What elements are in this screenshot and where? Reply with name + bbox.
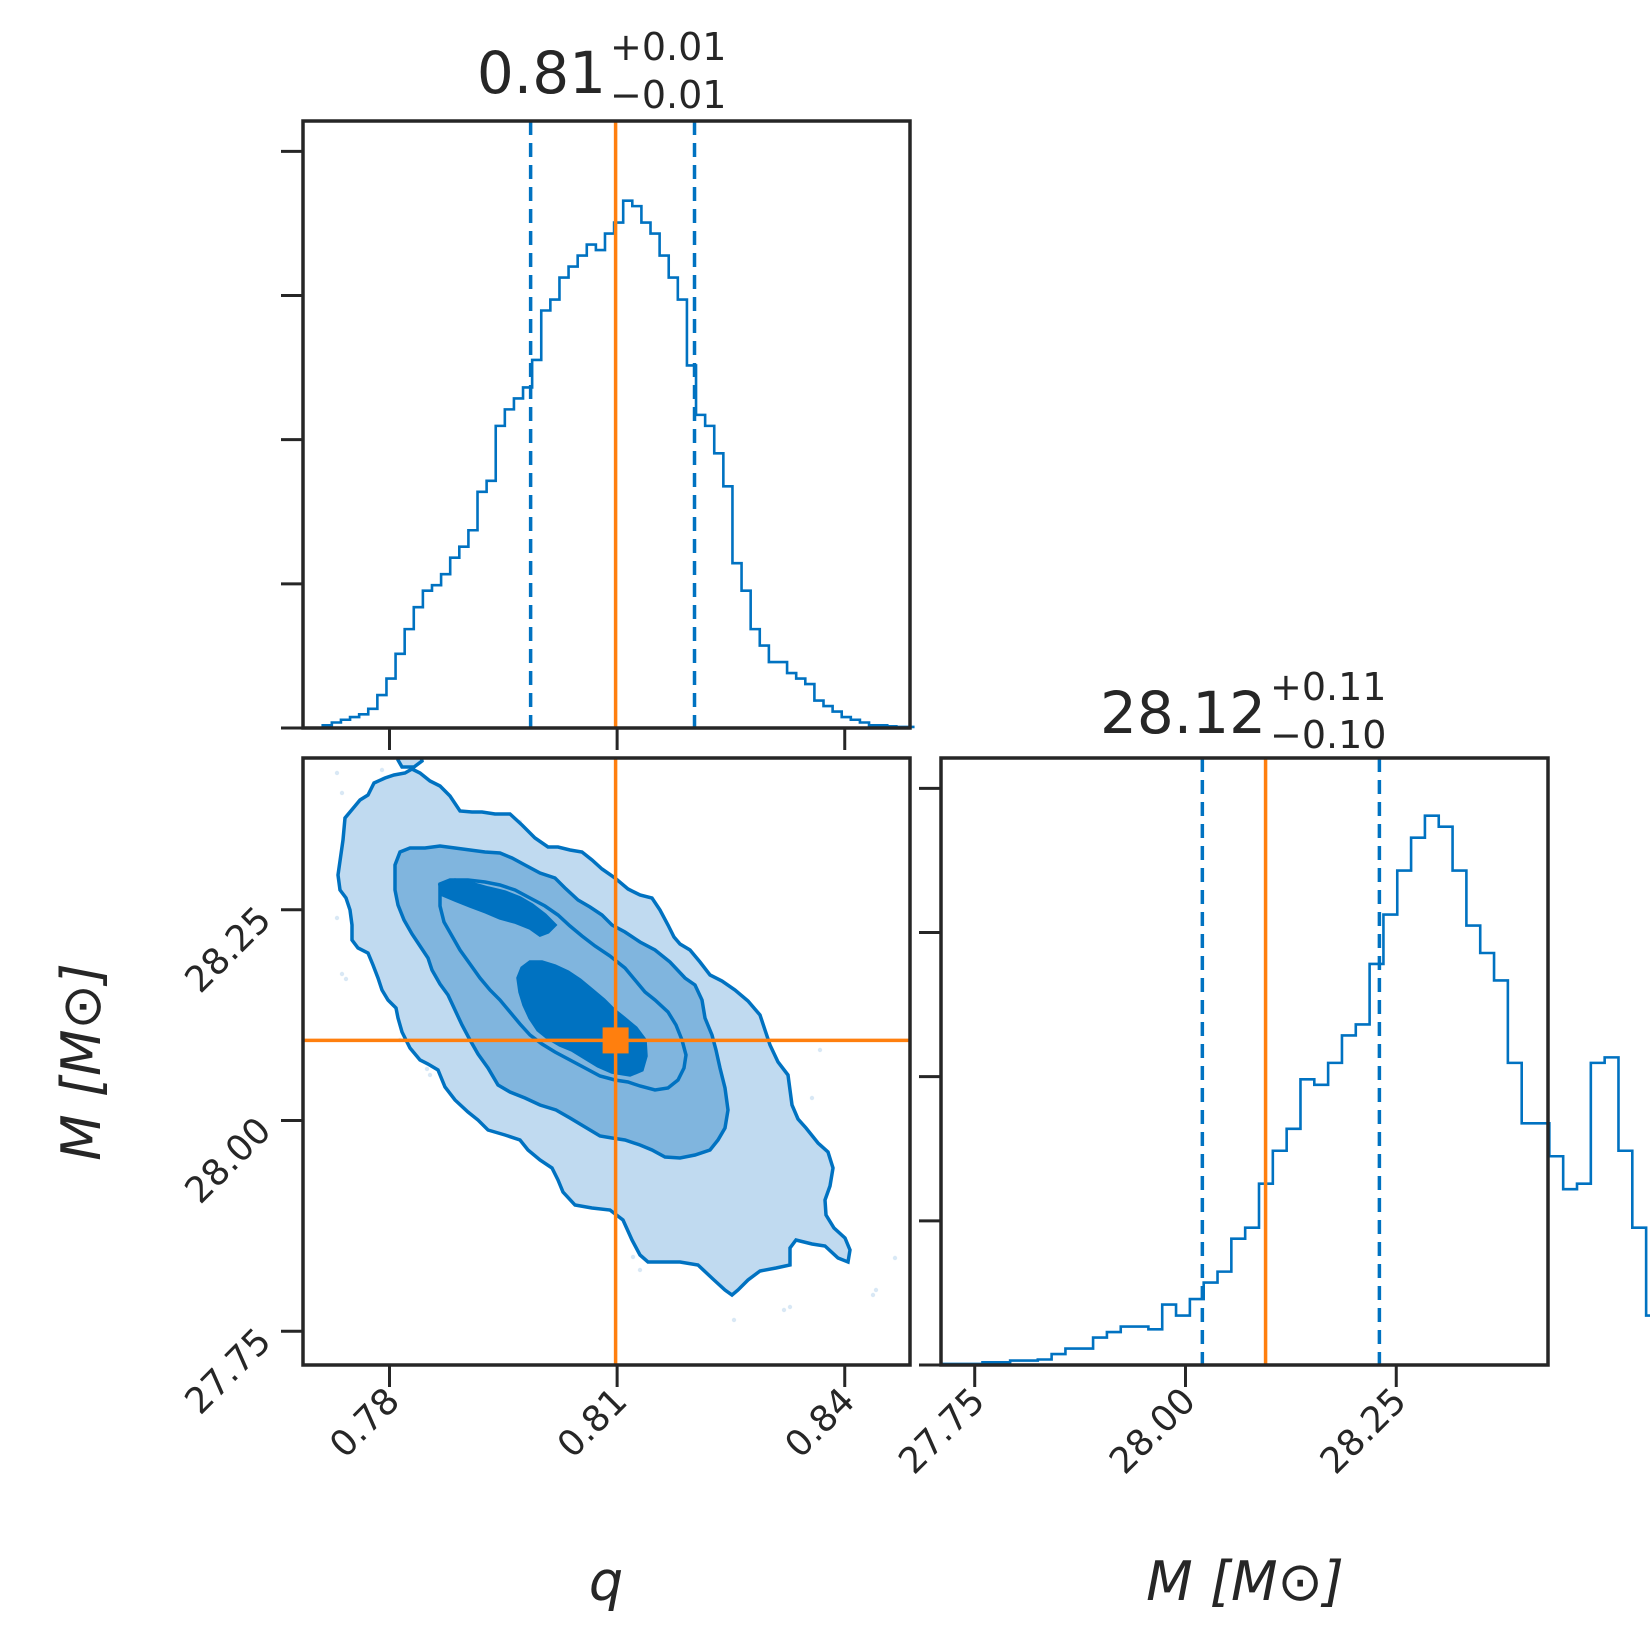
contour-panel: 0.78 0.81 0.84 27.75 28.00 28.25	[177, 756, 912, 1466]
q-histogram-step	[313, 199, 915, 730]
q-title-minus: −0.01	[610, 73, 726, 117]
ytick-label: 28.00	[177, 1110, 279, 1212]
M-title-plus: +0.11	[1270, 665, 1386, 709]
q-histogram-panel	[281, 119, 915, 750]
xtick-label: 0.84	[777, 1380, 863, 1466]
xtick-label: 28.25	[1313, 1380, 1415, 1482]
xtick-label: 28.00	[1102, 1380, 1204, 1482]
M-hist-frame	[939, 756, 1550, 1367]
ytick-label: 27.75	[177, 1321, 279, 1423]
contour-xticks: 0.78 0.81 0.84	[322, 1365, 863, 1466]
xtick-label: 0.81	[550, 1380, 636, 1466]
M-hist-xticks: 27.75 28.00 28.25	[891, 1365, 1415, 1482]
q-title: 0.81 +0.01 −0.01	[477, 25, 727, 117]
q-title-plus: +0.01	[610, 25, 726, 69]
xtick-label: 0.78	[322, 1380, 408, 1466]
q-hist-xticks	[387, 728, 847, 750]
q-axis-label: q	[589, 1550, 623, 1613]
contour-yticks: 27.75 28.00 28.25	[177, 899, 303, 1423]
M-histogram-step	[939, 814, 1650, 1366]
ytick-label: 28.25	[177, 899, 279, 1001]
M-title-value: 28.12	[1100, 679, 1266, 747]
M-left-axis-label: M [M⊙]	[50, 963, 113, 1161]
q-hist-yticks	[281, 149, 303, 730]
M-title: 28.12 +0.11 −0.10	[1100, 665, 1387, 757]
M-bottom-axis-label: M [M⊙]	[1146, 1550, 1344, 1613]
contour-core-fill	[437, 878, 558, 937]
truth-marker	[602, 1027, 629, 1054]
q-hist-frame	[301, 119, 912, 730]
xtick-label: 27.75	[891, 1380, 993, 1482]
q-title-value: 0.81	[477, 39, 606, 107]
contour-frame	[301, 756, 912, 1367]
M-histogram-panel: 27.75 28.00 28.25	[891, 756, 1650, 1482]
M-title-minus: −0.10	[1270, 713, 1386, 757]
M-hist-yticks	[919, 786, 941, 1367]
contour-blob-top	[396, 758, 424, 769]
